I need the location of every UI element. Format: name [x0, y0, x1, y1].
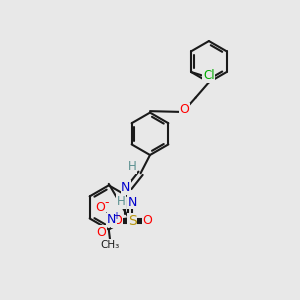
- Text: O: O: [97, 226, 106, 239]
- Text: O: O: [179, 103, 189, 116]
- Text: H: H: [117, 195, 125, 208]
- Text: CH₃: CH₃: [100, 240, 120, 250]
- Text: O: O: [96, 201, 106, 214]
- Text: N: N: [128, 196, 137, 208]
- Text: N: N: [121, 181, 130, 194]
- Text: O: O: [143, 214, 153, 227]
- Text: -: -: [104, 196, 109, 209]
- Text: H: H: [128, 160, 137, 173]
- Text: S: S: [128, 214, 137, 228]
- Text: +: +: [112, 212, 120, 221]
- Text: O: O: [112, 214, 122, 227]
- Text: N: N: [107, 213, 116, 226]
- Text: Cl: Cl: [203, 69, 214, 82]
